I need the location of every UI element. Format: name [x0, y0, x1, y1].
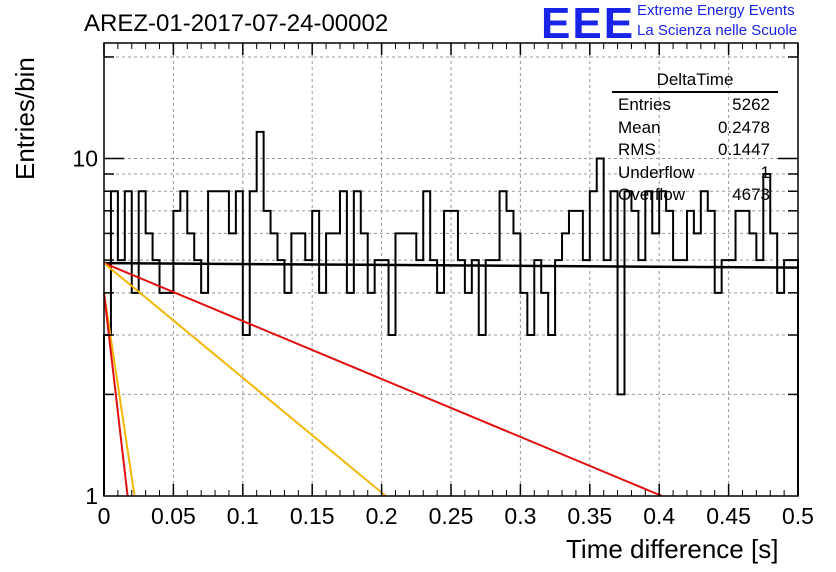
fit-line — [103, 292, 136, 497]
fit-line — [103, 261, 799, 269]
y-tick-label: 10 — [72, 146, 98, 172]
stats-row-rms: RMS 0.1447 — [612, 139, 778, 162]
stats-row-entries: Entries 5262 — [612, 94, 778, 117]
stats-box: DeltaTime Entries 5262 Mean 0.2478 RMS 0.14… — [612, 70, 778, 207]
fit-lines — [103, 261, 799, 497]
stats-label: RMS — [618, 140, 656, 159]
stats-title: DeltaTime — [612, 70, 778, 93]
stats-value: 5262 — [732, 95, 770, 114]
x-tick-label: 0.2 — [366, 503, 398, 529]
stats-value: 4673 — [732, 185, 770, 204]
stats-row-mean: Mean 0.2478 — [612, 117, 778, 140]
x-tick-label: 0.25 — [429, 503, 474, 529]
x-tick-label: 0.1 — [227, 503, 259, 529]
fit-line — [103, 262, 663, 497]
stats-label: Entries — [618, 95, 671, 114]
axis-ticks — [103, 43, 799, 496]
x-tick-label: 0.05 — [151, 503, 196, 529]
stats-value: 1 — [760, 162, 770, 182]
stats-row-overflow: Overflow 4673 — [612, 184, 778, 207]
eee-logo: EEE — [541, 0, 636, 48]
x-tick-label: 0.35 — [567, 503, 612, 529]
y-axis-label: Entries/bin — [10, 57, 40, 180]
x-tick-label: 0.5 — [782, 503, 814, 529]
x-tick-label: 0.4 — [643, 503, 675, 529]
stats-label: Underflow — [618, 162, 695, 182]
stats-value: 0.1447 — [718, 140, 770, 159]
logo-line-1: Extreme Energy Events — [637, 2, 795, 19]
x-tick-label: 0.45 — [706, 503, 751, 529]
fit-line — [103, 262, 387, 497]
stats-label: Overflow — [618, 185, 686, 204]
fit-line — [103, 292, 129, 497]
axis-tick-labels: 0 0.05 0.1 0.15 0.2 0.25 0.3 0.35 0.4 0.45 0.5 1 10 — [72, 146, 814, 529]
x-tick-label: 0 — [98, 503, 111, 529]
histogram-outline — [103, 130, 799, 496]
x-tick-label: 0.3 — [504, 503, 536, 529]
stats-label: Mean — [618, 117, 661, 137]
x-tick-label: 0.15 — [290, 503, 335, 529]
x-axis-label: Time difference [s] — [566, 534, 779, 564]
histogram — [103, 130, 799, 496]
y-tick-label: 1 — [85, 483, 98, 509]
stats-value: 0.2478 — [718, 117, 770, 137]
logo-line-2: La Scienza nelle Scuole — [637, 22, 798, 39]
stats-row-underflow: Underflow 1 — [612, 162, 778, 185]
chart-title: AREZ-01-2017-07-24-00002 — [84, 10, 389, 37]
